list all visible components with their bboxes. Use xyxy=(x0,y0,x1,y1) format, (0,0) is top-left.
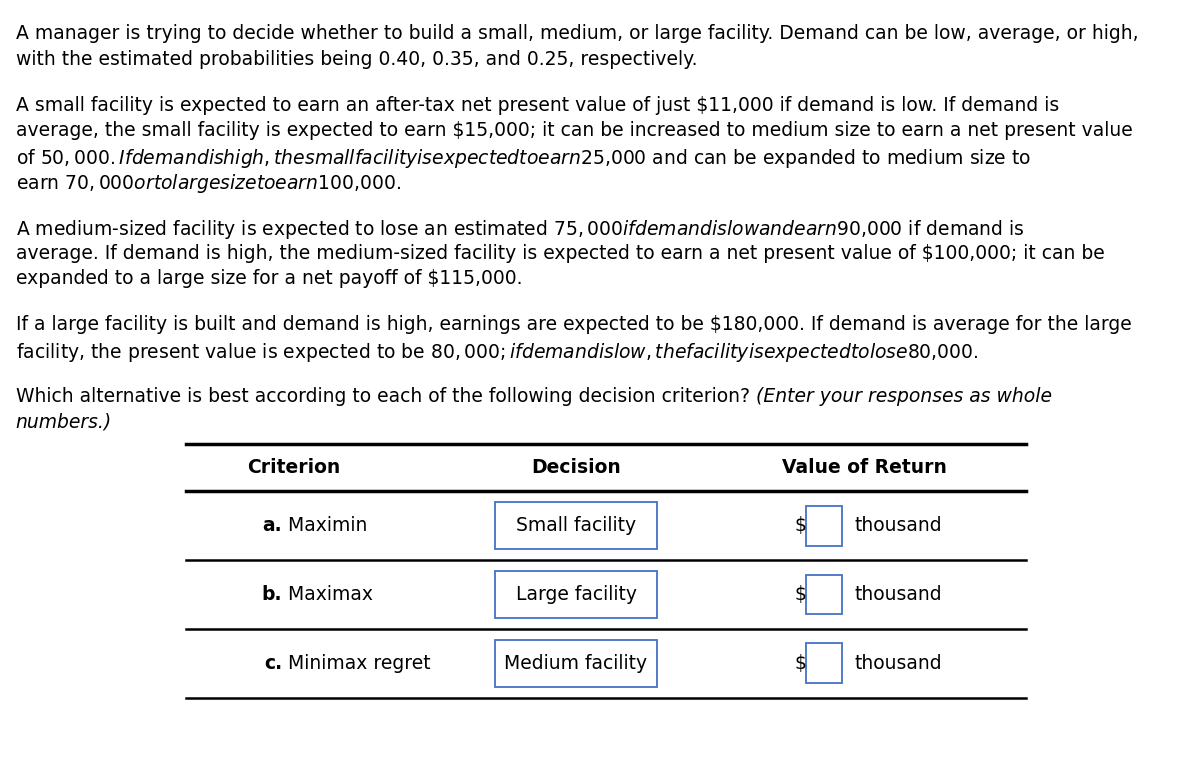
Text: numbers.): numbers.) xyxy=(16,413,112,431)
Text: Small facility: Small facility xyxy=(516,516,636,536)
Text: (Enter your responses as whole: (Enter your responses as whole xyxy=(756,387,1051,406)
Text: thousand: thousand xyxy=(854,516,942,536)
Text: average, the small facility is expected to earn $15,000; it can be increased to : average, the small facility is expected … xyxy=(16,121,1133,141)
Text: Criterion: Criterion xyxy=(247,458,341,478)
Text: Which alternative is best according to each of the following decision criterion?: Which alternative is best according to e… xyxy=(16,387,756,406)
Text: If a large facility is built and demand is high, earnings are expected to be $18: If a large facility is built and demand … xyxy=(16,316,1132,335)
FancyBboxPatch shape xyxy=(496,502,658,549)
Text: A small facility is expected to earn an after-tax net present value of just $11,: A small facility is expected to earn an … xyxy=(16,96,1058,115)
Text: Maximax: Maximax xyxy=(282,585,373,604)
Text: of $50,000. If demand is high, the small facility is expected to earn $25,000 an: of $50,000. If demand is high, the small… xyxy=(16,147,1031,170)
Text: thousand: thousand xyxy=(854,654,942,673)
Text: thousand: thousand xyxy=(854,585,942,604)
Text: $: $ xyxy=(794,516,806,536)
Text: Value of Return: Value of Return xyxy=(781,458,947,478)
Text: c.: c. xyxy=(264,654,282,673)
Text: a.: a. xyxy=(263,516,282,536)
Text: average. If demand is high, the medium-sized facility is expected to earn a net : average. If demand is high, the medium-s… xyxy=(16,244,1104,263)
Text: Decision: Decision xyxy=(532,458,620,478)
FancyBboxPatch shape xyxy=(496,571,658,618)
Text: facility, the present value is expected to be $80,000; if demand is low, the fac: facility, the present value is expected … xyxy=(16,341,978,364)
Text: $: $ xyxy=(794,654,806,673)
Text: A medium-sized facility is expected to lose an estimated $75,000 if demand is lo: A medium-sized facility is expected to l… xyxy=(16,219,1025,241)
Text: $: $ xyxy=(794,585,806,604)
FancyBboxPatch shape xyxy=(496,639,658,687)
Text: Medium facility: Medium facility xyxy=(504,654,648,673)
Text: Minimax regret: Minimax regret xyxy=(282,654,431,673)
FancyBboxPatch shape xyxy=(806,643,842,683)
Text: Maximin: Maximin xyxy=(282,516,367,536)
Text: expanded to a large size for a net payoff of $115,000.: expanded to a large size for a net payof… xyxy=(16,269,522,288)
Text: with the estimated probabilities being 0.40, 0.35, and 0.25, respectively.: with the estimated probabilities being 0… xyxy=(16,50,697,69)
Text: b.: b. xyxy=(262,585,282,604)
Text: earn $70,000 or to large size to earn $100,000.: earn $70,000 or to large size to earn $1… xyxy=(16,172,401,195)
Text: Large facility: Large facility xyxy=(516,585,636,604)
FancyBboxPatch shape xyxy=(806,506,842,545)
Text: A manager is trying to decide whether to build a small, medium, or large facilit: A manager is trying to decide whether to… xyxy=(16,24,1139,44)
FancyBboxPatch shape xyxy=(806,575,842,614)
